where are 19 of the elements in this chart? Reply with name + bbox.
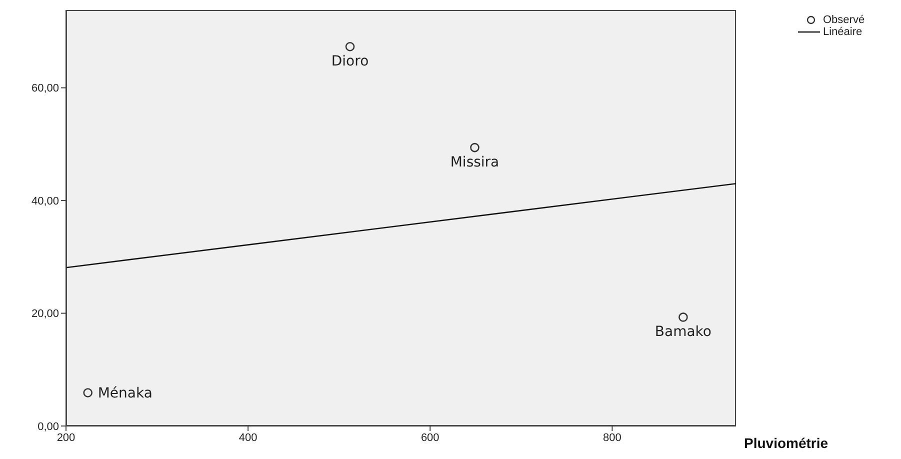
- annotation: Missira: [450, 154, 500, 170]
- y-tick-label: 20,00: [31, 308, 59, 320]
- x-axis-title: Pluviométrie: [744, 435, 828, 451]
- legend-label: Linéaire: [823, 26, 862, 38]
- annotation: Dioro: [331, 54, 369, 70]
- x-tick-label: 600: [420, 432, 440, 444]
- y-tick-label: 60,00: [31, 82, 59, 95]
- y-tick-label: 0,00: [38, 420, 59, 433]
- annotation: Bamako: [654, 324, 712, 340]
- y-tick-label: 40,00: [31, 195, 59, 208]
- point: [83, 388, 92, 398]
- x-tick-label: 200: [56, 432, 76, 444]
- point: [345, 42, 355, 52]
- point: [678, 312, 688, 322]
- annotation: Ménaka: [98, 386, 152, 402]
- point: [470, 142, 480, 152]
- x-tick-label: 400: [238, 432, 258, 444]
- x-tick-label: 800: [603, 432, 622, 444]
- legend-label: Observé: [823, 14, 865, 26]
